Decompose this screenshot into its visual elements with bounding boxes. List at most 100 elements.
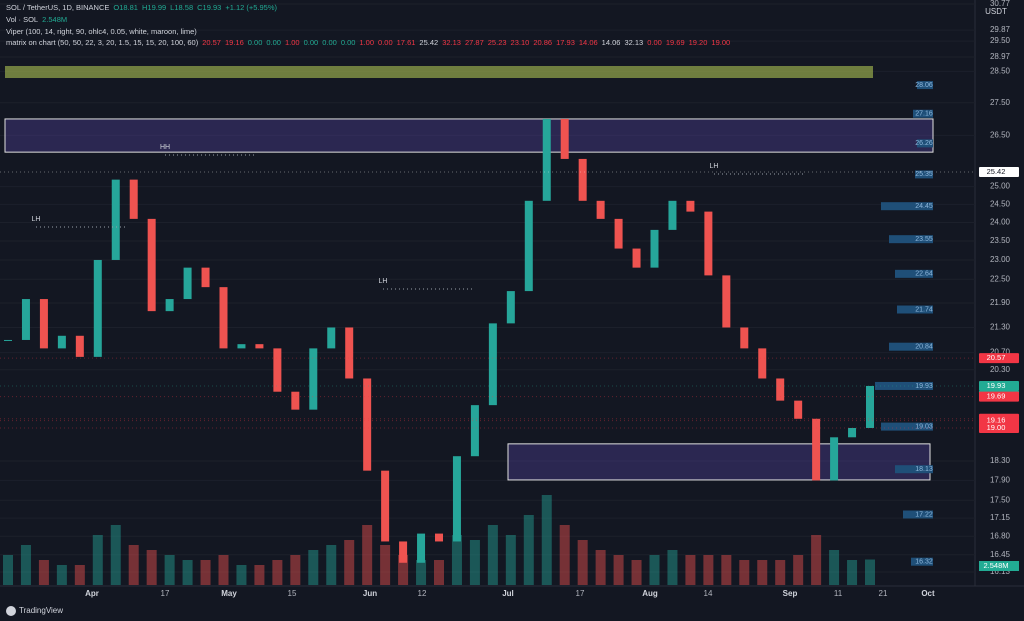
volume-bar xyxy=(793,555,804,585)
y-tick-label: 16.45 xyxy=(990,550,1011,559)
candle xyxy=(578,158,587,201)
price-tag-label: 25.42 xyxy=(987,167,1006,176)
level-bar xyxy=(911,557,933,566)
level-label: 24.45 xyxy=(915,203,933,210)
candle xyxy=(75,335,84,357)
y-tick-label: 21.90 xyxy=(990,298,1011,307)
candle xyxy=(542,118,551,201)
level-bar xyxy=(889,342,933,351)
volume-bar xyxy=(3,555,13,585)
candle xyxy=(4,339,12,341)
price-tag-label: 19.69 xyxy=(987,392,1006,401)
y-tick-label: 29.50 xyxy=(990,36,1011,45)
level-label: 25.35 xyxy=(915,171,933,178)
candle xyxy=(794,400,803,419)
y-tick-label: 30.77 xyxy=(990,0,1011,8)
indicator-value: 0.00 xyxy=(340,38,356,47)
volume-bar xyxy=(326,545,337,585)
y-tick-label: 16.13 xyxy=(990,567,1011,576)
volume-name: Vol · SOL xyxy=(6,15,39,24)
level-label: 20.84 xyxy=(915,344,933,351)
volume-bar xyxy=(829,550,840,585)
volume-bar xyxy=(434,560,444,585)
swing-label: LH xyxy=(32,216,41,223)
candle xyxy=(722,275,731,328)
indicator-value: 19.69 xyxy=(665,38,685,47)
legend-main: SOL / TetherUS, 1D, BINANCE O18.81 H19.99 L… xyxy=(6,3,281,12)
price-tag-label: 20.57 xyxy=(987,353,1006,362)
candle xyxy=(57,335,66,349)
candle xyxy=(704,211,713,276)
volume-bar xyxy=(308,550,319,585)
indicator-value: 1.00 xyxy=(284,38,300,47)
candle xyxy=(614,218,623,249)
x-tick-label: 17 xyxy=(576,589,585,598)
indicator-name: Viper (100, 14, right, 90, ohlc4, 0.05, … xyxy=(6,27,197,36)
indicator-value: 17.93 xyxy=(556,38,575,47)
x-tick-label: Sep xyxy=(783,589,798,598)
volume-bar xyxy=(218,555,229,585)
volume-bar xyxy=(290,555,301,585)
volume-bar xyxy=(272,560,283,585)
candle xyxy=(381,470,390,542)
volume-tag-label: 2.548M xyxy=(983,561,1008,570)
swing-label: LH xyxy=(710,163,719,170)
y-tick-label: 20.70 xyxy=(990,348,1011,357)
volume-bar xyxy=(595,550,606,585)
volume-bar xyxy=(757,560,768,585)
brand: TradingView xyxy=(19,606,63,615)
candle xyxy=(255,344,264,349)
candle xyxy=(327,327,336,349)
indicator-value: 0.00 xyxy=(247,38,263,47)
volume-bar xyxy=(469,540,480,585)
indicator-value: 14.06 xyxy=(601,38,621,47)
indicator-value: 23.10 xyxy=(510,38,530,47)
volume-bar xyxy=(721,555,732,585)
indicator-value: 0.00 xyxy=(322,38,337,47)
volume-bar xyxy=(182,560,193,585)
x-tick-label: 21 xyxy=(879,589,888,598)
volume-bar xyxy=(200,560,211,585)
candle xyxy=(345,327,354,379)
candle xyxy=(524,200,533,292)
price-tag xyxy=(979,391,1019,402)
volume-bar xyxy=(38,560,49,585)
currency: USDT xyxy=(985,7,1007,16)
x-tick-label: Jul xyxy=(502,589,514,598)
y-tick-label: 23.00 xyxy=(990,255,1011,264)
change: +1.12 (+5.95%) xyxy=(225,3,278,12)
y-tick-label: 23.50 xyxy=(990,236,1011,245)
level-bar xyxy=(917,139,933,148)
indicator-value: 20.57 xyxy=(202,38,221,47)
x-tick-label: Aug xyxy=(642,589,658,598)
volume-tag xyxy=(979,561,1019,571)
y-tick-label: 28.50 xyxy=(990,67,1011,76)
indicator-value: 14.06 xyxy=(578,38,598,47)
zone xyxy=(507,443,931,481)
volume-bar xyxy=(559,525,570,585)
candle xyxy=(363,378,372,471)
indicator-value: 19.16 xyxy=(224,38,244,47)
level-label: 28.06 xyxy=(915,82,933,89)
candle xyxy=(165,299,174,312)
candle xyxy=(399,541,408,563)
price-tag-label: 19.93 xyxy=(987,381,1006,390)
indicator-value: 32.13 xyxy=(442,38,461,47)
level-label: 19.03 xyxy=(915,423,933,430)
candle xyxy=(776,378,785,401)
price-tag-label: 19.16 xyxy=(987,416,1006,425)
level-label: 23.55 xyxy=(915,236,933,243)
candle xyxy=(201,267,210,288)
volume-bar xyxy=(416,560,427,585)
y-tick-label: 21.30 xyxy=(990,323,1011,332)
volume-bar xyxy=(577,540,588,585)
ohlc: L18.58 xyxy=(170,3,194,12)
level-bar xyxy=(917,81,933,90)
indicator-value: 20.86 xyxy=(533,38,553,47)
candle xyxy=(812,418,821,481)
candle xyxy=(309,348,318,410)
candle xyxy=(686,200,695,212)
indicator-name: matrix on chart (50, 50, 22, 3, 20, 1.5,… xyxy=(6,38,199,47)
indicator-value: 0.00 xyxy=(303,38,319,47)
